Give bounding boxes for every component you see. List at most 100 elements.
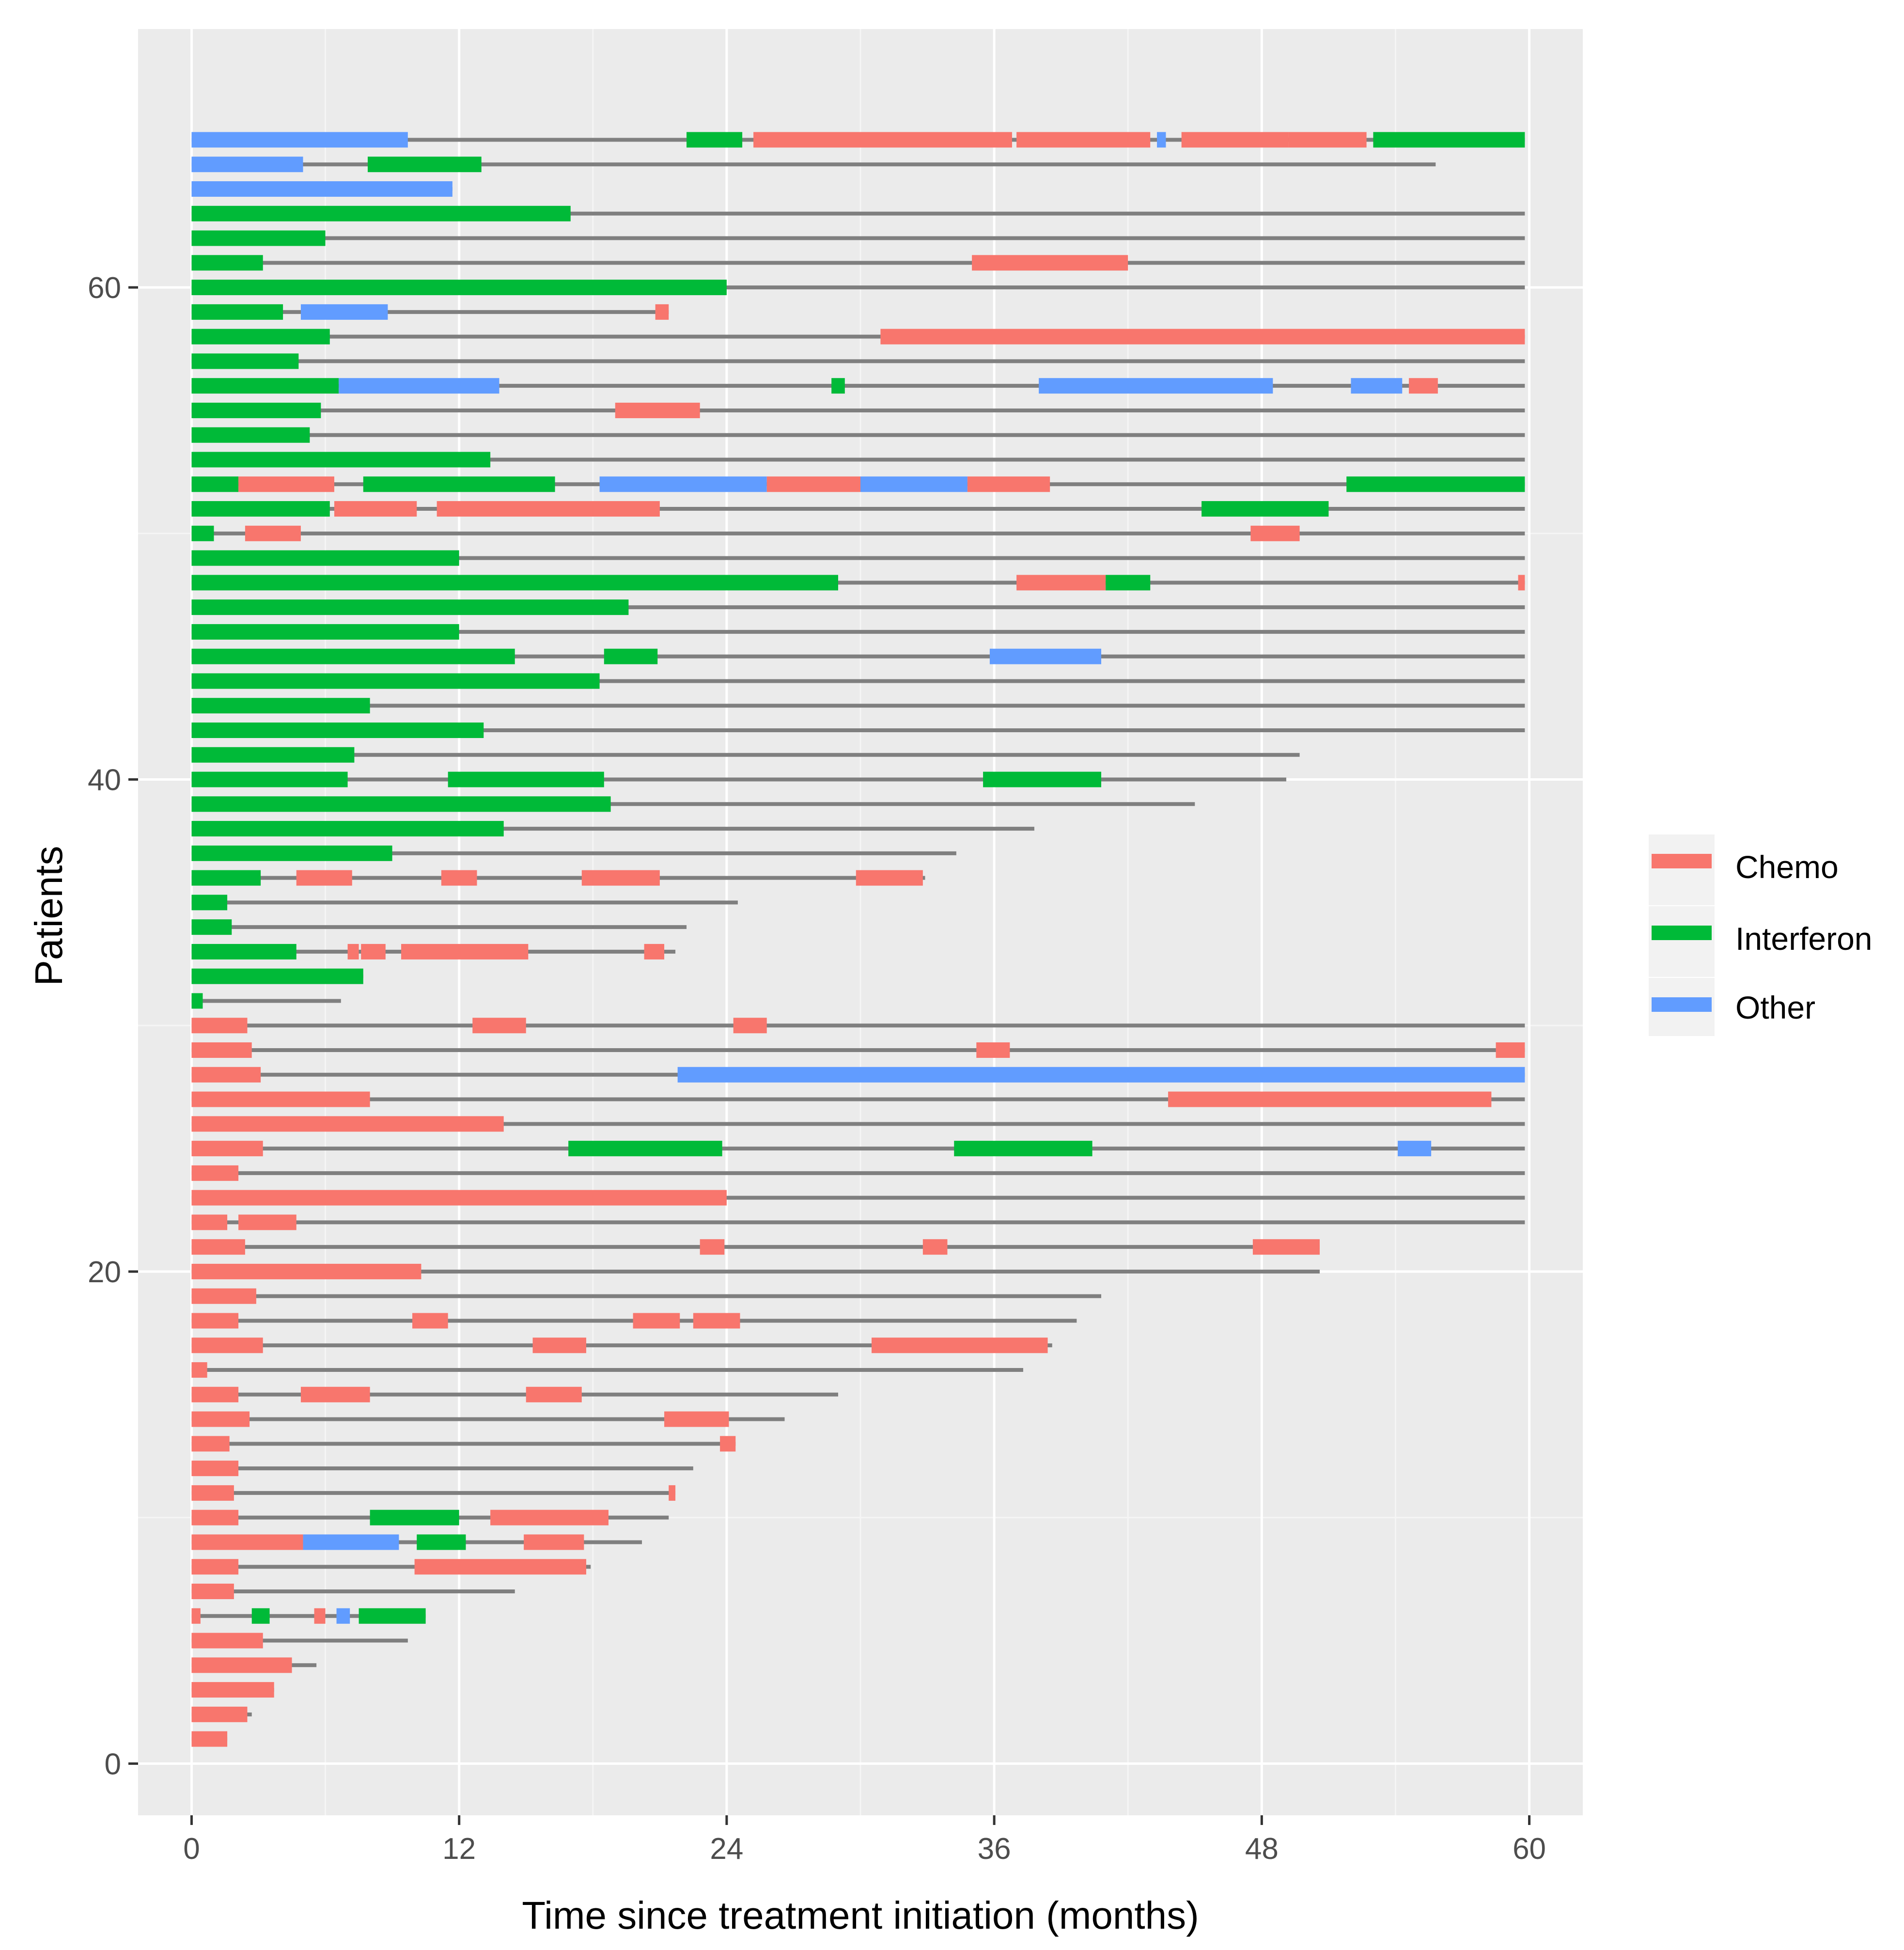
segment-chemo-patient-61 [972, 255, 1128, 271]
segment-chemo-patient-23 [191, 1190, 727, 1206]
segment-chemo-patient-33 [347, 944, 359, 959]
segment-interferon-patient-43 [191, 698, 370, 714]
segment-chemo-patient-59 [655, 304, 669, 320]
x-tick-label: 24 [710, 1832, 743, 1866]
segment-interferon-patient-59 [191, 304, 283, 320]
segment-interferon-patient-61 [191, 255, 263, 271]
segment-chemo-patient-13 [720, 1436, 736, 1452]
segment-chemo-patient-15 [526, 1386, 582, 1402]
segment-chemo-patient-8 [414, 1559, 586, 1575]
legend-key-bg-interferon [1649, 906, 1715, 977]
segment-interferon-patient-38 [191, 821, 504, 837]
segment-chemo-patient-6 [191, 1608, 201, 1624]
x-tick-label: 12 [442, 1832, 476, 1866]
segment-chemo-patient-14 [664, 1411, 729, 1427]
segment-chemo-patient-1 [191, 1731, 228, 1747]
segment-chemo-patient-21 [700, 1239, 725, 1255]
segment-other-patient-64 [191, 181, 453, 197]
segment-chemo-patient-21 [922, 1239, 948, 1255]
segment-chemo-patient-56 [1409, 378, 1438, 394]
legend-label-interferon: Interferon [1735, 921, 1873, 957]
segment-interferon-patient-6 [359, 1608, 426, 1624]
segment-interferon-patient-40 [191, 771, 348, 787]
segment-chemo-patient-36 [856, 870, 923, 886]
segment-chemo-patient-11 [669, 1485, 676, 1501]
segment-interferon-patient-51 [191, 501, 330, 517]
segment-interferon-patient-51 [1202, 501, 1329, 517]
x-tick-label: 60 [1513, 1832, 1546, 1866]
segment-interferon-patient-66 [1373, 132, 1525, 148]
treatment-segments [191, 132, 1525, 1747]
segment-chemo-patient-27 [191, 1091, 370, 1107]
segment-chemo-patient-58 [880, 329, 1525, 345]
segment-interferon-patient-42 [191, 722, 484, 738]
segment-interferon-patient-60 [191, 280, 727, 296]
segment-chemo-patient-21 [1252, 1239, 1320, 1255]
segment-interferon-patient-54 [191, 427, 310, 443]
segment-interferon-patient-25 [568, 1141, 722, 1157]
legend-key-other [1652, 997, 1712, 1012]
segment-chemo-patient-13 [191, 1436, 230, 1452]
segment-other-patient-25 [1398, 1141, 1432, 1157]
segment-other-patient-52 [599, 476, 767, 492]
segment-other-patient-66 [1157, 132, 1166, 148]
segment-chemo-patient-29 [191, 1042, 252, 1058]
segment-chemo-patient-21 [191, 1239, 245, 1255]
legend: Chemo Interferon Other [1649, 834, 1873, 1036]
segment-other-patient-59 [300, 304, 388, 320]
y-tick-label: 20 [88, 1256, 121, 1289]
segment-chemo-patient-7 [191, 1583, 234, 1599]
segment-interferon-patient-56 [831, 378, 845, 394]
segment-chemo-patient-66 [1288, 132, 1367, 148]
segment-chemo-patient-30 [733, 1018, 767, 1034]
x-tick-label: 48 [1245, 1832, 1279, 1866]
segment-other-patient-9 [303, 1534, 399, 1550]
segment-chemo-patient-29 [1496, 1042, 1525, 1058]
segment-chemo-patient-2 [191, 1706, 248, 1722]
segment-chemo-patient-20 [191, 1263, 421, 1279]
segment-chemo-patient-36 [441, 870, 477, 886]
segment-interferon-patient-34 [191, 919, 232, 935]
legend-key-interferon [1652, 926, 1712, 940]
segment-chemo-patient-8 [191, 1559, 239, 1575]
legend-key-chemo [1652, 854, 1712, 868]
segment-interferon-patient-40 [983, 771, 1101, 787]
segment-other-patient-45 [989, 648, 1101, 664]
segment-interferon-patient-46 [191, 624, 459, 640]
segment-chemo-patient-66 [753, 132, 1012, 148]
segment-interferon-patient-25 [954, 1141, 1092, 1157]
segment-other-patient-56 [339, 378, 499, 394]
segment-interferon-patient-6 [251, 1608, 270, 1624]
segment-interferon-patient-41 [191, 747, 355, 763]
segment-chemo-patient-36 [581, 870, 660, 886]
segment-interferon-patient-52 [1346, 476, 1525, 492]
x-tick-label: 0 [183, 1832, 200, 1866]
segment-interferon-patient-49 [191, 550, 459, 566]
segment-interferon-patient-52 [191, 476, 239, 492]
segment-interferon-patient-39 [191, 796, 611, 812]
segment-other-patient-66 [191, 132, 408, 148]
segment-chemo-patient-36 [296, 870, 352, 886]
segment-interferon-patient-31 [191, 993, 203, 1009]
segment-chemo-patient-51 [437, 501, 660, 517]
segment-chemo-patient-48 [1518, 575, 1525, 591]
y-tick-label: 60 [88, 271, 121, 305]
segment-interferon-patient-40 [448, 771, 604, 787]
segment-interferon-patient-65 [367, 157, 482, 173]
segment-interferon-patient-55 [191, 402, 321, 418]
legend-label-other: Other [1735, 990, 1815, 1025]
segment-interferon-patient-10 [370, 1510, 459, 1525]
segment-other-patient-56 [1351, 378, 1403, 394]
segment-chemo-patient-3 [191, 1682, 274, 1698]
segment-chemo-patient-28 [191, 1067, 261, 1083]
segment-chemo-patient-10 [490, 1510, 609, 1525]
segment-chemo-patient-11 [191, 1485, 234, 1501]
segment-interferon-patient-50 [191, 525, 214, 541]
segment-other-patient-6 [336, 1608, 350, 1624]
y-axis-title: Patients [27, 846, 70, 986]
segment-chemo-patient-55 [615, 402, 700, 418]
segment-chemo-patient-18 [191, 1313, 239, 1329]
segment-other-patient-52 [860, 476, 968, 492]
segment-other-patient-28 [677, 1067, 1525, 1083]
segment-interferon-patient-36 [191, 870, 261, 886]
